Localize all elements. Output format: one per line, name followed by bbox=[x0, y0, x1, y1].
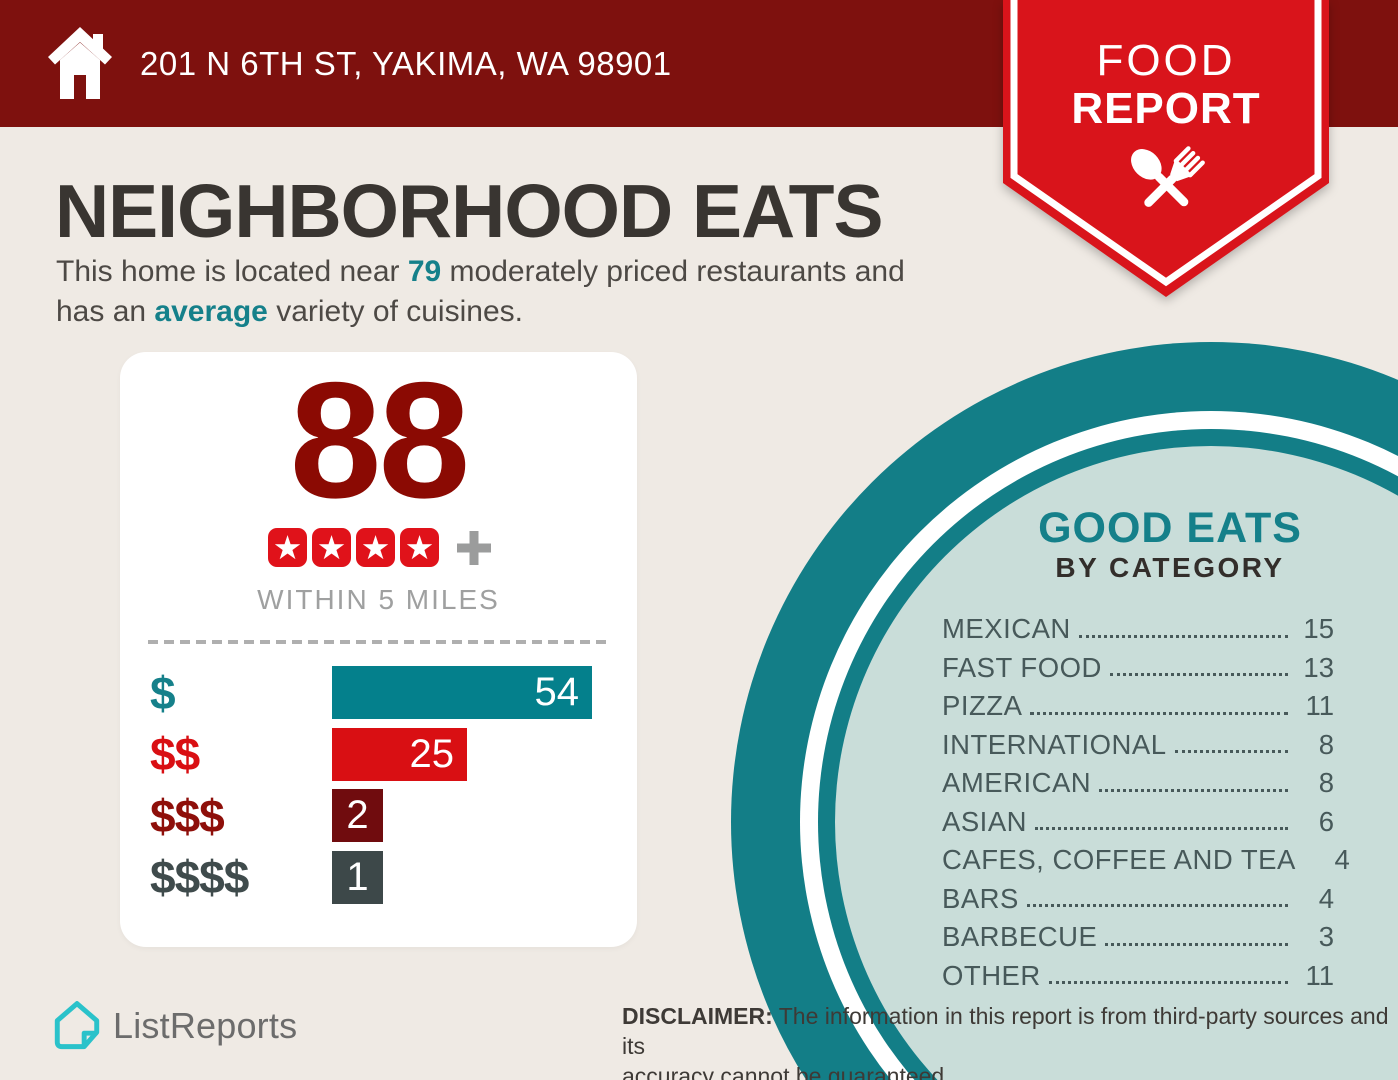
category-value: 13 bbox=[1303, 651, 1334, 683]
price-tier-value: 25 bbox=[409, 731, 455, 776]
price-tier-bar: 54 bbox=[332, 666, 592, 719]
summary-text: has an bbox=[56, 295, 155, 328]
price-tier-row: $$$ 2 bbox=[120, 789, 637, 842]
category-label: INTERNATIONAL bbox=[942, 728, 1167, 760]
price-tier-value: 54 bbox=[534, 670, 580, 714]
category-label: AMERICAN bbox=[942, 767, 1092, 799]
star-rating: ★ ★ ★ ★ bbox=[120, 528, 637, 567]
page-title: NEIGHBORHOOD EATS bbox=[55, 169, 883, 253]
spoon-fork-icon bbox=[1131, 146, 1205, 207]
property-address: 201 N 6TH ST, YAKIMA, WA 98901 bbox=[140, 44, 672, 82]
listreports-logo: ListReports bbox=[53, 1000, 297, 1052]
category-label: MEXICAN bbox=[942, 613, 1071, 645]
category-value: 6 bbox=[1318, 805, 1334, 837]
category-row: CAFES, COFFEE AND TEA 4 bbox=[942, 841, 1350, 880]
category-row: PIZZA 11 bbox=[942, 687, 1334, 726]
category-row: BARBECUE 3 bbox=[942, 918, 1334, 957]
home-icon bbox=[48, 27, 112, 99]
ribbon-title-line1: FOOD bbox=[1096, 36, 1236, 85]
category-label: OTHER bbox=[942, 959, 1041, 991]
category-row: ASIAN 6 bbox=[942, 803, 1334, 842]
dashed-divider bbox=[148, 640, 606, 644]
category-row: BARS 4 bbox=[942, 880, 1334, 919]
category-value: 11 bbox=[1305, 690, 1334, 722]
price-tier-value: 1 bbox=[346, 854, 369, 899]
dotted-leader bbox=[1048, 981, 1288, 985]
summary-text: This home is located near bbox=[56, 255, 408, 288]
price-tier-row: $$$$ 1 bbox=[120, 850, 637, 904]
price-tier-label: $$$ bbox=[150, 789, 225, 842]
star-icon: ★ bbox=[356, 528, 395, 567]
radius-caption: WITHIN 5 MILES bbox=[257, 584, 500, 615]
price-tier-row: $54 bbox=[120, 666, 637, 719]
category-label: CAFES, COFFEE AND TEA bbox=[942, 844, 1296, 876]
dotted-leader bbox=[1035, 827, 1288, 831]
category-value: 15 bbox=[1303, 613, 1334, 645]
disclaimer: DISCLAIMER: The information in this repo… bbox=[622, 1001, 1398, 1080]
price-tier-bar: 2 bbox=[332, 789, 383, 842]
dotted-leader bbox=[1174, 750, 1288, 754]
category-value: 8 bbox=[1318, 767, 1334, 799]
category-label: BARBECUE bbox=[942, 921, 1098, 953]
star-icon: ★ bbox=[312, 528, 351, 567]
category-value: 8 bbox=[1318, 728, 1334, 760]
good-eats-title: GOOD EATS bbox=[1038, 504, 1302, 552]
category-label: BARS bbox=[942, 882, 1019, 914]
dotted-leader bbox=[1078, 634, 1288, 638]
listreports-wordmark: ListReports bbox=[113, 1005, 298, 1046]
disclaimer-line1: The information in this report is from t… bbox=[622, 1003, 1389, 1059]
category-label: ASIAN bbox=[942, 805, 1028, 837]
price-tier-label: $ bbox=[150, 666, 176, 719]
star-icons: ★ ★ ★ ★ bbox=[266, 528, 442, 567]
dotted-leader bbox=[1026, 904, 1288, 908]
price-tier-row: $$ 25 bbox=[120, 727, 637, 781]
restaurant-score: 88 bbox=[289, 348, 471, 532]
good-eats-subtitle: BY CATEGORY bbox=[1055, 552, 1285, 583]
category-value: 3 bbox=[1318, 921, 1334, 953]
disclaimer-line2: accuracy cannot be guaranteed. bbox=[622, 1063, 951, 1080]
price-bars: $54 $$ 25 $$$ 2 $$$$ 1 bbox=[120, 666, 637, 912]
category-label: PIZZA bbox=[942, 690, 1023, 722]
price-tier-label: $$$$ bbox=[150, 851, 249, 903]
category-value: 11 bbox=[1305, 959, 1334, 991]
summary-text: variety of cuisines. bbox=[267, 295, 523, 328]
plus-icon bbox=[456, 530, 491, 565]
category-row: MEXICAN 15 bbox=[942, 610, 1334, 649]
price-tier-bar: 1 bbox=[332, 850, 383, 904]
listreports-house-icon bbox=[54, 1001, 100, 1050]
category-row: OTHER 11 bbox=[942, 957, 1334, 996]
restaurant-count: 79 bbox=[407, 255, 442, 288]
dotted-leader bbox=[1109, 673, 1288, 677]
category-value: 4 bbox=[1334, 844, 1350, 876]
summary-text: moderately priced restaurants and bbox=[441, 255, 905, 288]
category-row: FAST FOOD 13 bbox=[942, 649, 1334, 688]
category-row: INTERNATIONAL 8 bbox=[942, 726, 1334, 765]
disclaimer-label: DISCLAIMER: bbox=[622, 1003, 773, 1029]
category-row: AMERICAN 8 bbox=[942, 764, 1334, 803]
price-tier-bar: 25 bbox=[332, 727, 467, 781]
report-summary: This home is located near 79 moderately … bbox=[56, 252, 905, 332]
category-label: FAST FOOD bbox=[942, 651, 1102, 683]
category-value: 4 bbox=[1318, 882, 1334, 914]
category-list: MEXICAN 15 FAST FOOD 13 PIZZA 11 INTERNATIONAL… bbox=[942, 610, 1350, 996]
variety-highlight: average bbox=[154, 295, 268, 328]
ribbon-title-line2: REPORT bbox=[1071, 84, 1261, 133]
dotted-leader bbox=[1099, 788, 1288, 792]
price-tier-label: $$ bbox=[150, 728, 200, 780]
food-report-ribbon: FOOD REPORT bbox=[1003, 0, 1329, 298]
star-icon: ★ bbox=[268, 528, 307, 567]
price-tier-value: 2 bbox=[346, 793, 369, 837]
dotted-leader bbox=[1105, 942, 1288, 946]
score-card: 88 ★ ★ ★ ★ WITHIN 5 MILES $54 $$ 25 $$$ 2 $$$$ 1 bbox=[120, 352, 637, 947]
ribbon-shape bbox=[1003, 0, 1329, 297]
star-icon: ★ bbox=[400, 528, 439, 567]
dotted-leader bbox=[1030, 711, 1288, 715]
